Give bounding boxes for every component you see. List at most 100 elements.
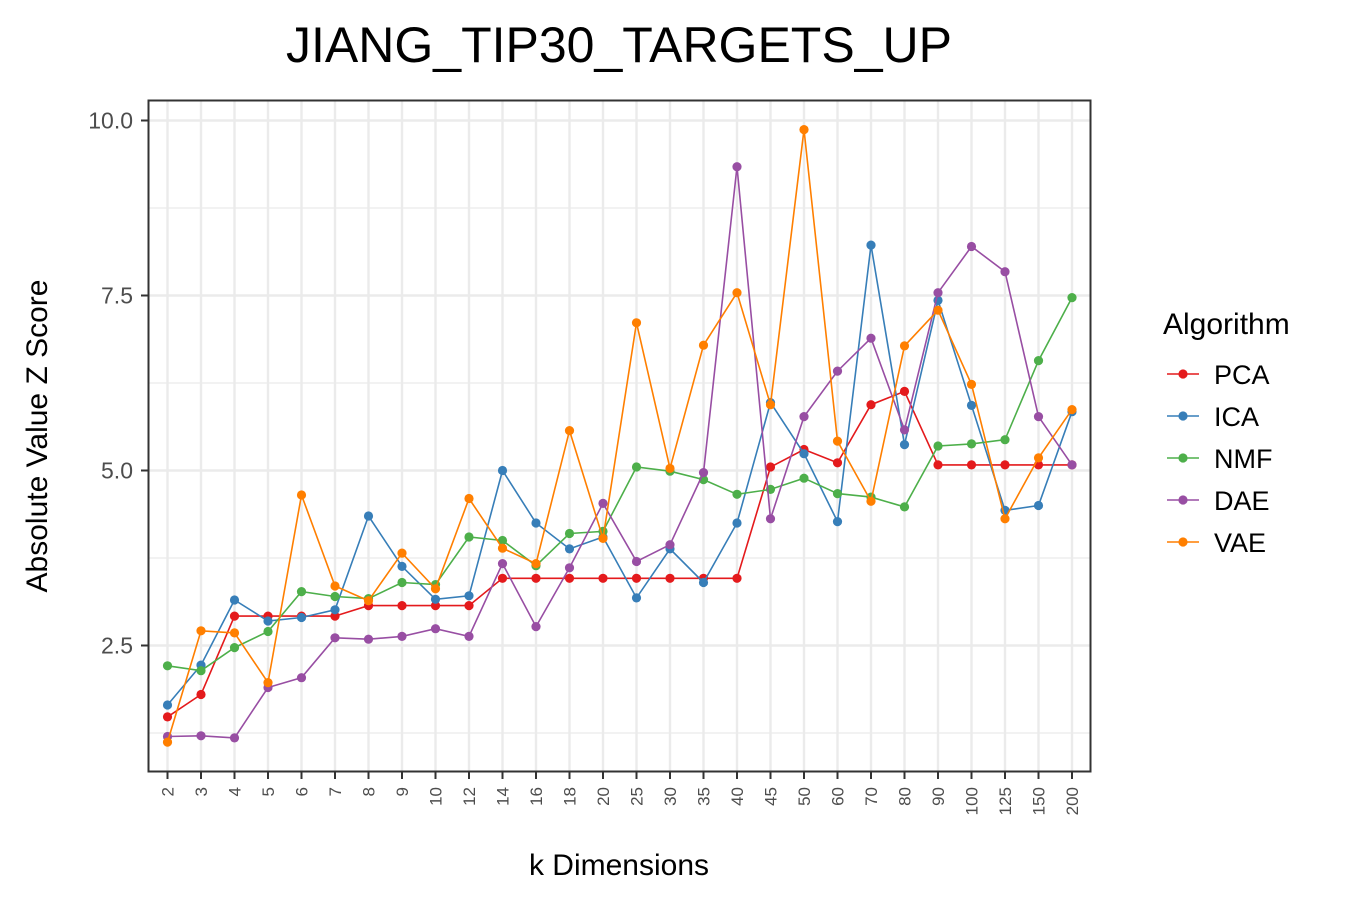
series-dae [163,162,1077,742]
legend-item-vae: VAE [1167,528,1266,558]
data-point-dae [833,367,842,376]
legend-title: Algorithm [1163,308,1290,341]
data-point-nmf [196,666,205,675]
x-tick-label: 50 [795,787,814,806]
data-point-pca [230,612,239,621]
series-line-vae [168,130,1073,743]
legend-label: VAE [1214,528,1266,558]
data-point-pca [598,574,607,583]
data-point-vae [1034,453,1043,462]
series-pca [163,387,1077,722]
data-point-pca [833,458,842,467]
axes: 2.55.07.510.02 3 4 5 6 7 8 9 10 12 14 16 18 20 25 30 35 4… [88,108,1082,816]
data-point-vae [565,426,574,435]
data-point-vae [297,490,306,499]
x-tick-label: 90 [929,787,948,806]
data-point-ica [531,518,540,527]
data-point-dae [632,557,641,566]
data-point-ica [967,401,976,410]
legend-items: PCAICANMFDAEVAE [1167,360,1272,558]
data-point-vae [766,400,775,409]
data-point-ica [297,613,306,622]
series-line-dae [168,167,1073,738]
data-point-dae [531,622,540,631]
data-point-ica [230,595,239,604]
data-point-ica [330,605,339,614]
y-tick-label: 7.5 [101,283,133,309]
data-point-nmf [397,578,406,587]
data-point-pca [665,574,674,583]
data-point-dae [431,624,440,633]
legend-label: DAE [1214,486,1270,516]
data-point-nmf [732,490,741,499]
data-point-pca [163,712,172,721]
x-tick-label: 18 [561,787,580,806]
data-point-ica [498,466,507,475]
data-point-nmf [933,441,942,450]
data-point-ica [163,700,172,709]
data-point-vae [531,559,540,568]
data-point-dae [866,334,875,343]
data-point-dae [967,242,976,251]
x-tick-label: 8 [360,787,379,796]
data-point-vae [1000,514,1009,523]
series-line-pca [168,391,1073,717]
data-point-ica [632,593,641,602]
y-axis-title: Absolute Value Z Score [21,280,54,593]
data-point-dae [498,559,507,568]
x-axis-title: k Dimensions [529,849,709,882]
data-point-nmf [565,529,574,538]
y-tick-label: 10.0 [88,108,133,134]
data-point-ica [799,449,808,458]
data-point-dae [1000,267,1009,276]
legend-label: ICA [1214,402,1259,432]
data-point-vae [799,125,808,134]
x-tick-label: 2 [159,787,178,796]
data-point-vae [598,534,607,543]
data-point-ica [565,544,574,553]
data-point-dae [766,514,775,523]
x-tick-label: 45 [762,787,781,806]
data-point-vae [665,464,674,473]
data-point-vae [833,437,842,446]
data-point-pca [565,574,574,583]
x-tick-label: 20 [594,787,613,806]
data-point-pca [866,400,875,409]
data-point-ica [263,616,272,625]
x-tick-label: 9 [393,787,412,796]
data-point-ica [900,440,909,449]
data-point-vae [196,626,205,635]
data-point-nmf [297,587,306,596]
data-point-vae [900,341,909,350]
data-point-vae [1067,405,1076,414]
data-point-dae [397,632,406,641]
legend-item-ica: ICA [1167,402,1259,432]
data-point-nmf [464,532,473,541]
data-point-vae [498,544,507,553]
x-tick-label: 10 [427,787,446,806]
data-point-vae [699,341,708,350]
data-point-ica [431,595,440,604]
data-point-pca [531,574,540,583]
x-tick-label: 6 [293,787,312,796]
data-point-vae [933,306,942,315]
legend-key-point [1178,369,1187,378]
data-point-pca [933,460,942,469]
y-tick-label: 5.0 [101,458,133,484]
data-point-dae [364,635,373,644]
data-point-pca [732,574,741,583]
data-point-vae [163,738,172,747]
x-tick-label: 16 [527,787,546,806]
data-point-nmf [833,489,842,498]
x-tick-label: 12 [460,787,479,806]
x-tick-label: 100 [963,787,982,815]
data-point-vae [866,497,875,506]
data-point-ica [364,511,373,520]
x-tick-label: 30 [661,787,680,806]
data-point-nmf [967,439,976,448]
data-point-pca [766,462,775,471]
legend-label: PCA [1214,360,1270,390]
data-point-pca [900,387,909,396]
series-vae [163,125,1077,747]
x-tick-label: 150 [1030,787,1049,815]
